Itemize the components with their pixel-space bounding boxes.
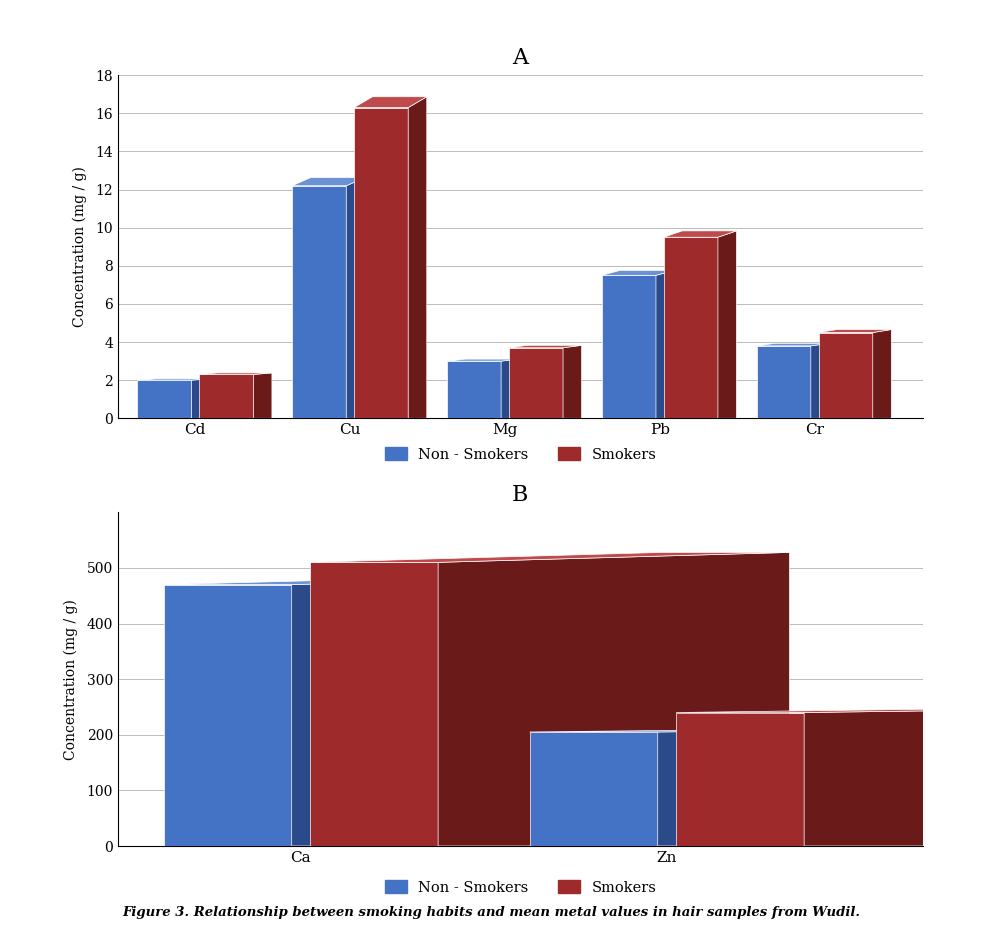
Polygon shape <box>438 553 790 846</box>
Polygon shape <box>137 379 210 380</box>
Y-axis label: Concentration (mg / g): Concentration (mg / g) <box>73 166 86 327</box>
Polygon shape <box>310 553 790 562</box>
Polygon shape <box>292 575 643 846</box>
Polygon shape <box>756 343 830 346</box>
Polygon shape <box>563 345 581 418</box>
Polygon shape <box>137 380 191 418</box>
Polygon shape <box>501 359 519 418</box>
Legend: Non - Smokers, Smokers: Non - Smokers, Smokers <box>379 442 662 467</box>
Title: A: A <box>513 47 528 69</box>
Polygon shape <box>164 585 292 846</box>
Legend: Non - Smokers, Smokers: Non - Smokers, Smokers <box>379 874 662 901</box>
Polygon shape <box>658 728 982 846</box>
Polygon shape <box>509 345 581 348</box>
Polygon shape <box>191 379 210 418</box>
Y-axis label: Concentration (mg / g): Concentration (mg / g) <box>64 599 79 760</box>
Polygon shape <box>529 728 982 732</box>
Polygon shape <box>199 374 253 418</box>
Polygon shape <box>718 231 736 418</box>
Polygon shape <box>811 343 830 418</box>
Title: B: B <box>513 484 528 506</box>
Polygon shape <box>509 348 563 418</box>
Polygon shape <box>164 575 643 585</box>
Polygon shape <box>873 330 892 418</box>
Polygon shape <box>347 178 365 418</box>
Polygon shape <box>409 97 427 418</box>
Polygon shape <box>447 361 501 418</box>
Polygon shape <box>529 732 658 846</box>
Polygon shape <box>602 271 675 275</box>
Polygon shape <box>354 107 409 418</box>
Polygon shape <box>756 346 811 418</box>
Polygon shape <box>819 333 873 418</box>
Polygon shape <box>354 97 427 107</box>
Polygon shape <box>676 713 804 846</box>
Polygon shape <box>804 708 982 846</box>
Polygon shape <box>310 562 438 846</box>
Polygon shape <box>292 178 365 186</box>
Polygon shape <box>819 330 892 333</box>
Polygon shape <box>447 359 519 361</box>
Polygon shape <box>664 237 718 418</box>
Text: Figure 3. Relationship between smoking habits and mean metal values in hair samp: Figure 3. Relationship between smoking h… <box>122 906 860 919</box>
Polygon shape <box>664 231 736 237</box>
Polygon shape <box>199 373 272 374</box>
Polygon shape <box>676 708 982 713</box>
Polygon shape <box>292 186 347 418</box>
Polygon shape <box>656 271 675 418</box>
Polygon shape <box>253 373 272 418</box>
Polygon shape <box>602 275 656 418</box>
